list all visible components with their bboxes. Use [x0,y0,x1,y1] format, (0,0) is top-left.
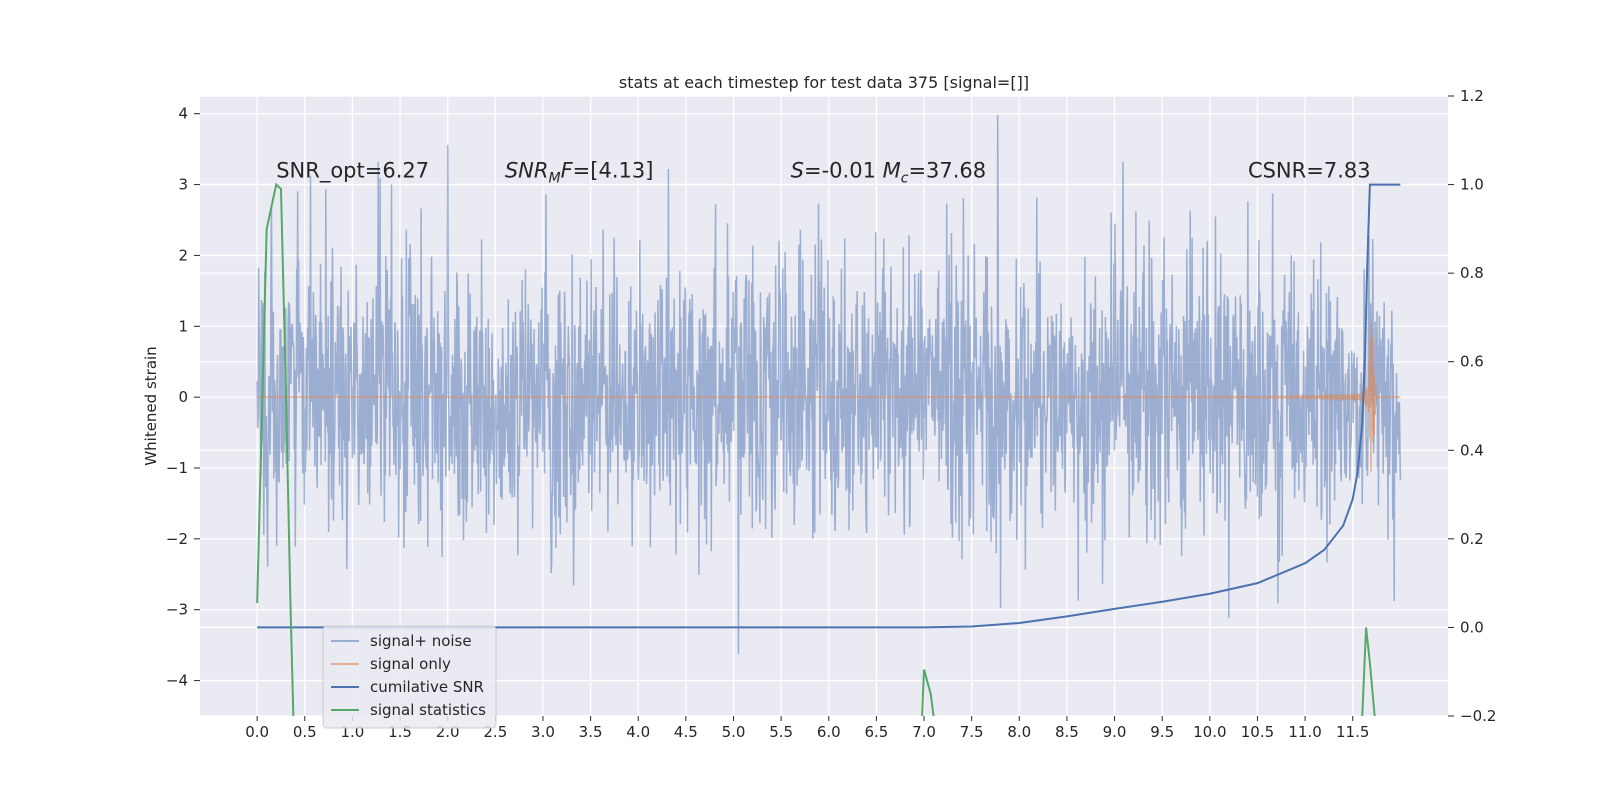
x-tick-label: 10.5 [1241,723,1274,741]
x-tick-label: 4.5 [674,723,698,741]
y2-tick-label: −0.2 [1460,707,1496,725]
signal-noise-line [256,115,1402,655]
y2-tick-label: 0.4 [1460,441,1484,459]
x-tick-label: 4.0 [626,723,650,741]
legend-label-signal-noise: signal+ noise [370,632,472,650]
axes: 0.0 0.5 1.0 1.5 2.0 2.5 3.0 3.5 4.0 4.5 5.0 5.5 6.0 6… [166,87,1497,741]
y-tick-label: −2 [166,530,188,548]
x-tick-label: 11.5 [1336,723,1369,741]
y2-tick-label: 0.2 [1460,530,1484,548]
signal-statistics-line [1361,627,1376,716]
x-tick-label: 3.5 [579,723,603,741]
y2-tick-label: 1.2 [1460,87,1484,105]
signal-statistics-line [256,182,295,716]
legend-box [322,625,497,729]
x-tick-label: 9.5 [1150,723,1174,741]
x-tick-label: 7.5 [960,723,984,741]
annotation-spin: S=-0.01 Mc=37.68 [791,158,987,186]
x-tick-label: 11.0 [1288,723,1321,741]
y-tick-label: −4 [166,672,188,690]
y-tick-label: −1 [166,459,188,477]
signal-only-line [257,322,1401,472]
y-tick-label: 2 [178,246,188,264]
x-tick-label: 10.0 [1193,723,1226,741]
y-tick-label: 4 [178,105,188,123]
cumilative-snr-line [257,183,1401,629]
x-tick-label: 9.0 [1103,723,1127,741]
y2-tick-label: 0.8 [1460,264,1484,282]
signal-statistics-line [921,669,935,716]
x-tick-label: 3.0 [531,723,555,741]
x-tick-label: 8.0 [1007,723,1031,741]
y-tick-label: 3 [178,176,188,194]
y-axis-label: Whitened strain [142,346,160,465]
x-tick-label: 5.0 [722,723,746,741]
x-tick-label: 0.5 [293,723,317,741]
x-tick-label: 0.0 [245,723,269,741]
x-tick-label: 5.5 [769,723,793,741]
y-tick-label: −3 [166,601,188,619]
annotation-csnr: CSNR=7.83 [1248,158,1371,182]
x-tick-label: 8.5 [1055,723,1079,741]
legend-label-signal-only: signal only [370,655,451,673]
annotation-snr_opt: SNR_opt=6.27 [276,158,429,183]
chart-title: stats at each timestep for test data 375… [619,73,1029,92]
y2-tick-label: 1.0 [1460,176,1484,194]
annotations: SNR_opt=6.27 SNRMF=[4.13] S=-0.01 Mc=37.68… [276,158,1370,186]
y2-tick-label: 0.0 [1460,618,1484,636]
x-tick-label: 6.0 [817,723,841,741]
y-tick-label: 1 [178,317,188,335]
annotation-snr_mf: SNRMF=[4.13] [505,158,654,186]
legend-label-signal-statistics: signal statistics [370,701,486,719]
x-tick-label: 6.5 [864,723,888,741]
series-layer [256,115,1402,716]
x-tick-label: 7.0 [912,723,936,741]
legend: signal+ noise signal only cumilative SNR si… [322,625,497,729]
y2-tick-label: 0.6 [1460,353,1484,371]
legend-label-cumilative-snr: cumilative SNR [370,678,484,696]
y-tick-label: 0 [178,388,188,406]
